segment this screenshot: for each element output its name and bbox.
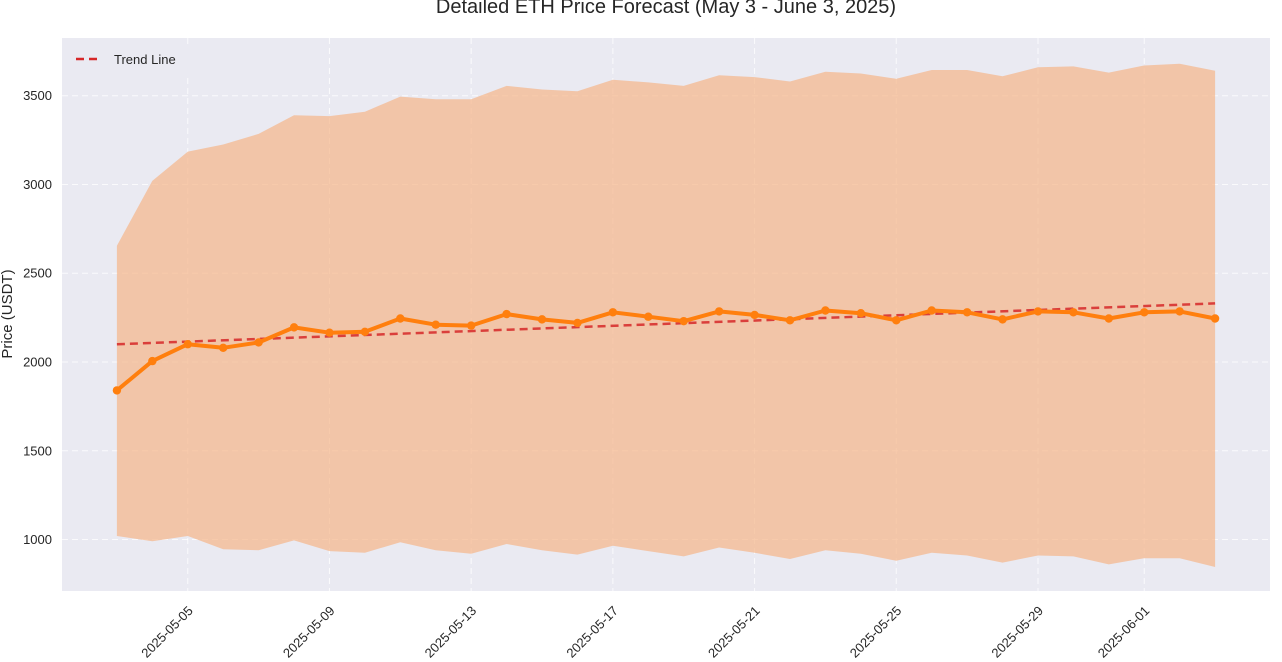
x-tick-label: 2025-05-25 — [847, 603, 905, 661]
forecast-point — [998, 315, 1006, 323]
forecast-point — [715, 307, 723, 315]
x-tick-label: 2025-05-21 — [705, 603, 763, 661]
forecast-point — [148, 357, 156, 365]
y-tick-label: 2000 — [23, 354, 52, 369]
forecast-point — [857, 309, 865, 317]
forecast-point — [1140, 308, 1148, 316]
y-tick-label: 1000 — [23, 532, 52, 547]
forecast-point — [963, 308, 971, 316]
legend-trend-label: Trend Line — [114, 52, 176, 67]
forecast-point — [786, 316, 794, 324]
confidence-band — [117, 64, 1215, 567]
x-tick-label: 2025-05-13 — [422, 603, 480, 661]
forecast-point — [1211, 314, 1219, 322]
forecast-point — [680, 317, 688, 325]
forecast-point — [892, 316, 900, 324]
x-tick-label: 2025-05-09 — [280, 603, 338, 661]
y-axis-label: Price (USDT) — [0, 269, 16, 358]
forecast-point — [361, 328, 369, 336]
forecast-point — [750, 311, 758, 319]
y-tick-label: 2500 — [23, 266, 52, 281]
forecast-point — [538, 315, 546, 323]
forecast-point — [1069, 308, 1077, 316]
forecast-point — [184, 340, 192, 348]
forecast-point — [467, 321, 475, 329]
x-tick-label: 2025-05-17 — [563, 603, 621, 661]
x-tick-label: 2025-05-29 — [988, 603, 1046, 661]
forecast-point — [219, 344, 227, 352]
x-tick-label: 2025-06-01 — [1095, 603, 1153, 661]
confidence-band-area — [117, 64, 1215, 567]
y-tick-label: 3000 — [23, 177, 52, 192]
chart-title: Detailed ETH Price Forecast (May 3 - Jun… — [436, 0, 896, 18]
forecast-point — [396, 314, 404, 322]
x-tick-label: 2025-05-05 — [138, 603, 196, 661]
y-tick-label: 1500 — [23, 443, 52, 458]
forecast-point — [502, 310, 510, 318]
forecast-point — [1034, 307, 1042, 315]
forecast-point — [113, 386, 121, 394]
forecast-point — [432, 321, 440, 329]
forecast-point — [254, 338, 262, 346]
forecast-point — [325, 328, 333, 336]
forecast-point — [821, 306, 829, 314]
forecast-point — [609, 308, 617, 316]
forecast-point — [927, 306, 935, 314]
forecast-point — [1105, 314, 1113, 322]
forecast-point — [1175, 307, 1183, 315]
forecast-point — [644, 313, 652, 321]
forecast-point — [573, 319, 581, 327]
forecast-point — [290, 323, 298, 331]
y-tick-label: 3500 — [23, 88, 52, 103]
legend: Trend Line — [66, 44, 190, 74]
